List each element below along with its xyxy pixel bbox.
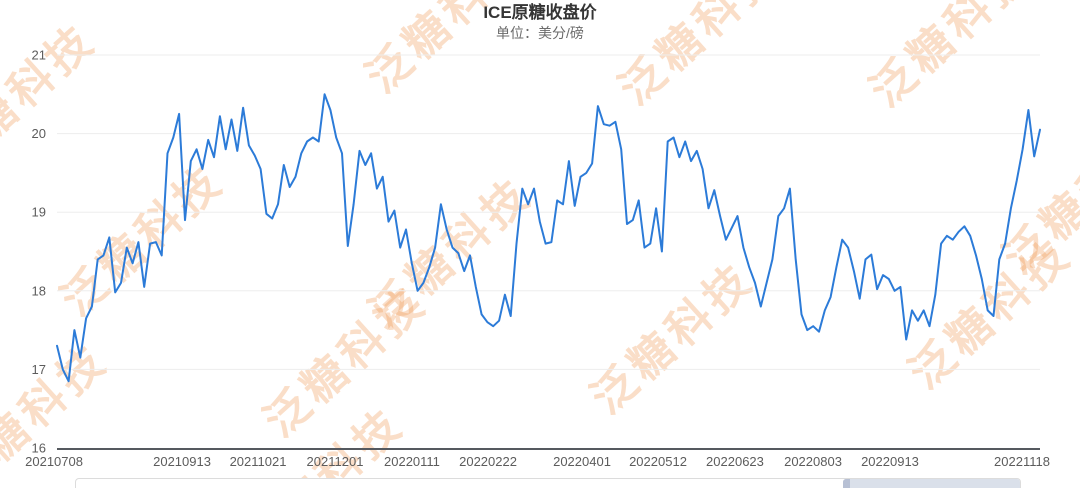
scrollbar-track[interactable] <box>75 478 1021 488</box>
x-axis-tick-label: 20220803 <box>784 454 842 469</box>
x-axis-tick-label: 20220623 <box>706 454 764 469</box>
price-line-series <box>56 93 1041 383</box>
chart-title: ICE原糖收盘价 <box>483 3 597 22</box>
y-axis-tick-label: 20 <box>32 126 46 141</box>
y-axis-tick-label: 18 <box>32 283 46 298</box>
title-block: ICE原糖收盘价 单位：美分/磅 <box>0 2 1080 43</box>
x-axis-tick-label: 20210913 <box>153 454 211 469</box>
x-axis-tick-label: 20210708 <box>25 454 83 469</box>
horizontal-scrollbar[interactable] <box>75 478 1021 488</box>
scrollbar-thumb-handle[interactable] <box>843 479 850 488</box>
x-axis-tick-label: 20220111 <box>384 454 440 469</box>
x-axis-tick-label: 20220401 <box>553 454 611 469</box>
x-axis-tick-label: 20220913 <box>861 454 919 469</box>
y-axis-tick-label: 16 <box>32 441 46 456</box>
x-axis-tick-label: 20211021 <box>230 454 287 469</box>
chart-subtitle: 单位：美分/磅 <box>496 25 584 41</box>
x-axis-tick-label: 20211201 <box>307 454 364 469</box>
x-axis-tick-label: 20220512 <box>629 454 687 469</box>
x-axis-tick-label: 20220222 <box>459 454 517 469</box>
y-axis-tick-label: 17 <box>32 362 46 377</box>
y-axis-tick-label: 21 <box>32 48 46 63</box>
scrollbar-thumb[interactable] <box>843 479 1020 488</box>
y-axis-tick-label: 19 <box>32 205 46 220</box>
x-axis-tick-label: 20221118 <box>994 454 1050 469</box>
